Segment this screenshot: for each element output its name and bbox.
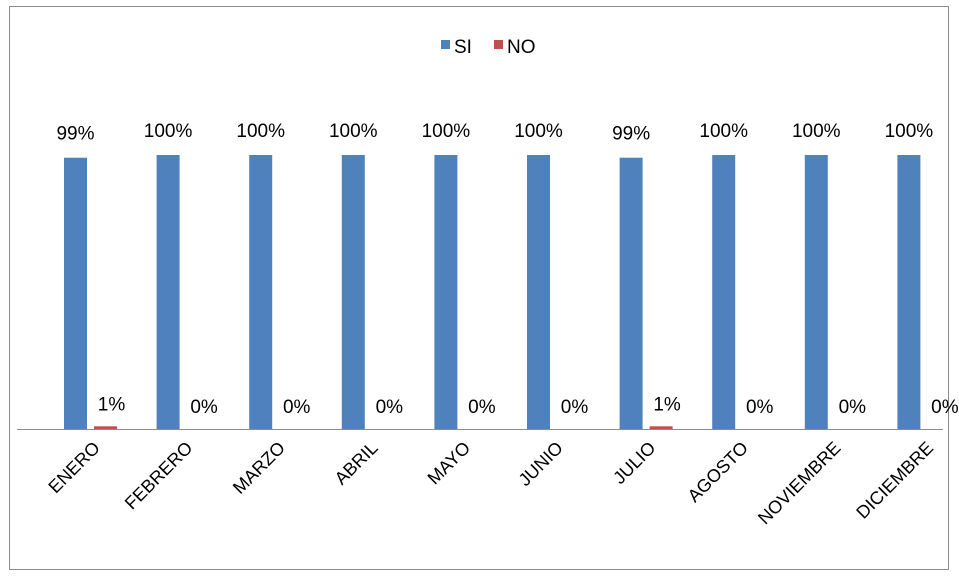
- data-label-no-julio: 1%: [653, 394, 681, 415]
- legend-swatch-no: [494, 40, 503, 49]
- data-label-si-junio: 100%: [514, 121, 563, 142]
- legend-label-no: NO: [507, 37, 536, 58]
- bar-si-mayo: [434, 155, 458, 429]
- bar-si-agosto: [712, 155, 736, 429]
- bar-no-julio: [649, 426, 673, 429]
- bar-si-abril: [341, 155, 365, 429]
- bar-si-diciembre: [897, 155, 921, 429]
- data-labels: 99% 1% 100% 0% 100% 0% 100% 0% 100% 0% 100% 0% 99% 1%…: [56, 121, 958, 418]
- data-label-no-junio: 0%: [561, 397, 589, 418]
- data-label-si-marzo: 100%: [236, 121, 285, 142]
- bar-si-julio: [619, 157, 643, 429]
- data-label-si-noviembre: 100%: [792, 121, 841, 142]
- data-label-si-julio: 99%: [612, 124, 650, 145]
- bar-si-febrero: [156, 155, 180, 429]
- legend-swatch-si: [441, 40, 450, 49]
- bar-si-noviembre: [804, 155, 828, 429]
- data-label-no-noviembre: 0%: [839, 397, 867, 418]
- data-label-no-diciembre: 0%: [931, 397, 959, 418]
- bar-si-enero: [64, 157, 87, 429]
- data-label-no-febrero: 0%: [190, 397, 218, 418]
- data-label-si-febrero: 100%: [144, 121, 193, 142]
- data-label-no-mayo: 0%: [468, 397, 496, 418]
- data-label-si-diciembre: 100%: [885, 121, 934, 142]
- data-label-si-enero: 99%: [56, 124, 94, 145]
- data-label-no-marzo: 0%: [283, 397, 311, 418]
- bars: [64, 155, 921, 429]
- data-label-no-enero: 1%: [98, 394, 126, 415]
- data-label-si-abril: 100%: [329, 121, 378, 142]
- data-label-no-agosto: 0%: [746, 397, 774, 418]
- bar-no-enero: [94, 426, 117, 429]
- data-label-no-abril: 0%: [376, 397, 404, 418]
- legend-label-si: SI: [454, 37, 472, 58]
- legend: SI NO: [441, 37, 536, 58]
- data-label-si-mayo: 100%: [422, 121, 471, 142]
- bar-si-marzo: [249, 155, 273, 429]
- bar-si-junio: [527, 155, 550, 429]
- data-label-si-agosto: 100%: [699, 121, 748, 142]
